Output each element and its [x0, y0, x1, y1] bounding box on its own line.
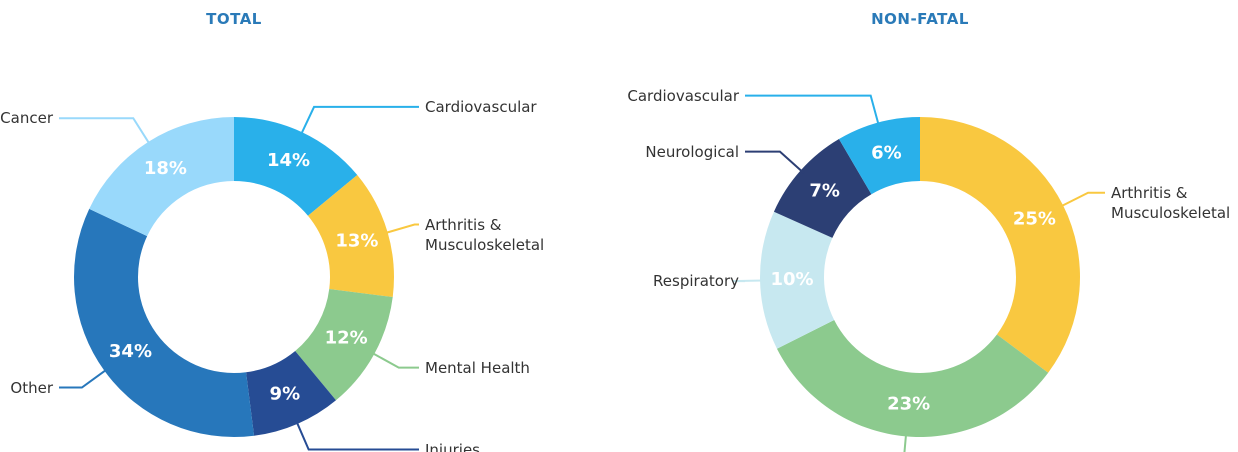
donut-slice	[73, 208, 255, 437]
leader-line	[745, 150, 805, 174]
donut-slice	[773, 139, 872, 238]
donut-slice	[295, 289, 393, 401]
leader-line	[295, 419, 419, 451]
donut-slice	[838, 117, 920, 195]
legend-label: Arthritis & Musculoskeletal	[1111, 183, 1231, 222]
leader-line	[732, 279, 765, 283]
value-label: 7%	[809, 181, 840, 202]
donut-slice	[776, 320, 1049, 437]
leader-line	[59, 367, 109, 389]
leader-line	[370, 351, 419, 369]
legend-label: Cardiovascular	[425, 97, 537, 116]
legend-label: Arthritis & Musculoskeletal	[425, 215, 545, 254]
value-label: 14%	[267, 150, 310, 171]
donut-slice	[307, 175, 394, 298]
leader-line	[745, 94, 881, 127]
leader-line	[59, 117, 152, 146]
donut-slice	[920, 117, 1080, 373]
leader-line	[1059, 191, 1105, 208]
donut-slice	[89, 117, 235, 237]
value-label: 10%	[770, 269, 813, 290]
leader-line	[299, 105, 419, 137]
donut-slice	[246, 350, 336, 436]
donut-slice	[234, 117, 358, 216]
leader-line	[383, 223, 419, 235]
legend-label: Injuries	[425, 440, 480, 452]
value-label: 13%	[335, 230, 378, 251]
value-label: 25%	[1013, 209, 1056, 230]
legend-label: Other	[10, 378, 53, 397]
value-label: 12%	[325, 328, 368, 349]
chart-title: TOTAL	[206, 10, 262, 28]
legend-label: Cardiovascular	[627, 86, 739, 105]
legend-label: Mental Health	[425, 358, 530, 377]
value-label: 18%	[144, 158, 187, 179]
donut-slice	[760, 211, 835, 349]
legend-label: Neurological	[645, 142, 739, 161]
value-label: 23%	[887, 393, 930, 414]
legend-label: Respiratory	[653, 272, 739, 291]
legend-label: Cancer	[0, 109, 53, 128]
leader-line	[903, 432, 908, 452]
value-label: 9%	[270, 383, 301, 404]
chart-title: NON-FATAL	[871, 10, 969, 28]
value-label: 34%	[109, 341, 152, 362]
value-label: 6%	[871, 142, 902, 163]
